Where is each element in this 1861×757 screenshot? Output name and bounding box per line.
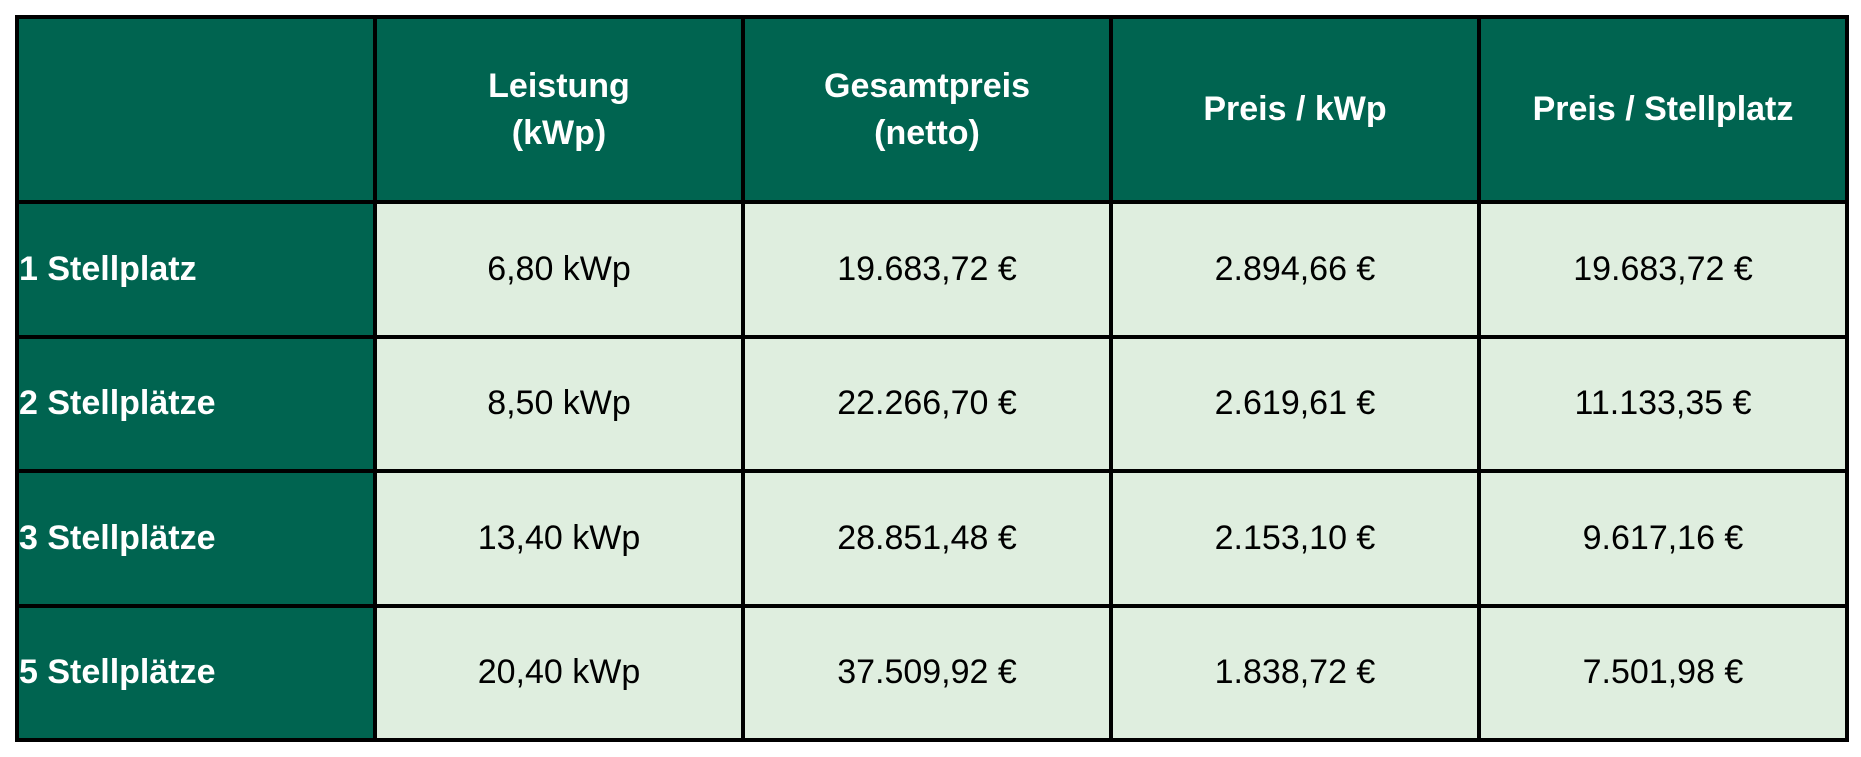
cell-leistung: 13,40 kWp — [373, 469, 745, 608]
row-label: 1 Stellplatz — [15, 200, 377, 339]
header-row: Leistung (kWp) Gesamtpreis (netto) Preis… — [15, 15, 1849, 204]
cell-preis-kwp: 1.838,72 € — [1109, 603, 1481, 742]
price-comparison-table: Leistung (kWp) Gesamtpreis (netto) Preis… — [15, 15, 1849, 742]
header-leistung: Leistung (kWp) — [373, 15, 745, 204]
cell-preis-kwp: 2.153,10 € — [1109, 469, 1481, 608]
header-leistung-line2: (kWp) — [511, 113, 607, 152]
header-preis-stellplatz: Preis / Stellplatz — [1477, 15, 1849, 204]
cell-leistung: 20,40 kWp — [373, 603, 745, 742]
row-label: 5 Stellplätze — [15, 603, 377, 742]
table-row: 1 Stellplatz 6,80 kWp 19.683,72 € 2.894,… — [15, 200, 1849, 339]
header-corner-cell — [15, 15, 377, 204]
table-row: 3 Stellplätze 13,40 kWp 28.851,48 € 2.15… — [15, 469, 1849, 608]
table-row: 5 Stellplätze 20,40 kWp 37.509,92 € 1.83… — [15, 603, 1849, 742]
header-gesamtpreis-line1: Gesamtpreis — [824, 66, 1030, 105]
row-label: 3 Stellplätze — [15, 469, 377, 608]
cell-preis-kwp: 2.894,66 € — [1109, 200, 1481, 339]
row-label: 2 Stellplätze — [15, 334, 377, 473]
price-table-container: Leistung (kWp) Gesamtpreis (netto) Preis… — [15, 15, 1849, 742]
cell-preis-stellplatz: 7.501,98 € — [1477, 603, 1849, 742]
header-preis-stellplatz-line1: Preis / Stellplatz — [1532, 90, 1794, 128]
cell-preis-stellplatz: 11.133,35 € — [1477, 334, 1849, 473]
cell-gesamtpreis: 37.509,92 € — [741, 603, 1113, 742]
header-leistung-line1: Leistung — [488, 66, 630, 105]
cell-gesamtpreis: 19.683,72 € — [741, 200, 1113, 339]
cell-leistung: 8,50 kWp — [373, 334, 745, 473]
cell-gesamtpreis: 28.851,48 € — [741, 469, 1113, 608]
cell-gesamtpreis: 22.266,70 € — [741, 334, 1113, 473]
header-preis-kwp: Preis / kWp — [1109, 15, 1481, 204]
header-gesamtpreis: Gesamtpreis (netto) — [741, 15, 1113, 204]
cell-preis-stellplatz: 19.683,72 € — [1477, 200, 1849, 339]
cell-preis-kwp: 2.619,61 € — [1109, 334, 1481, 473]
cell-preis-stellplatz: 9.617,16 € — [1477, 469, 1849, 608]
header-gesamtpreis-line2: (netto) — [874, 113, 980, 152]
header-preis-kwp-line1: Preis / kWp — [1203, 90, 1387, 128]
cell-leistung: 6,80 kWp — [373, 200, 745, 339]
table-row: 2 Stellplätze 8,50 kWp 22.266,70 € 2.619… — [15, 334, 1849, 473]
